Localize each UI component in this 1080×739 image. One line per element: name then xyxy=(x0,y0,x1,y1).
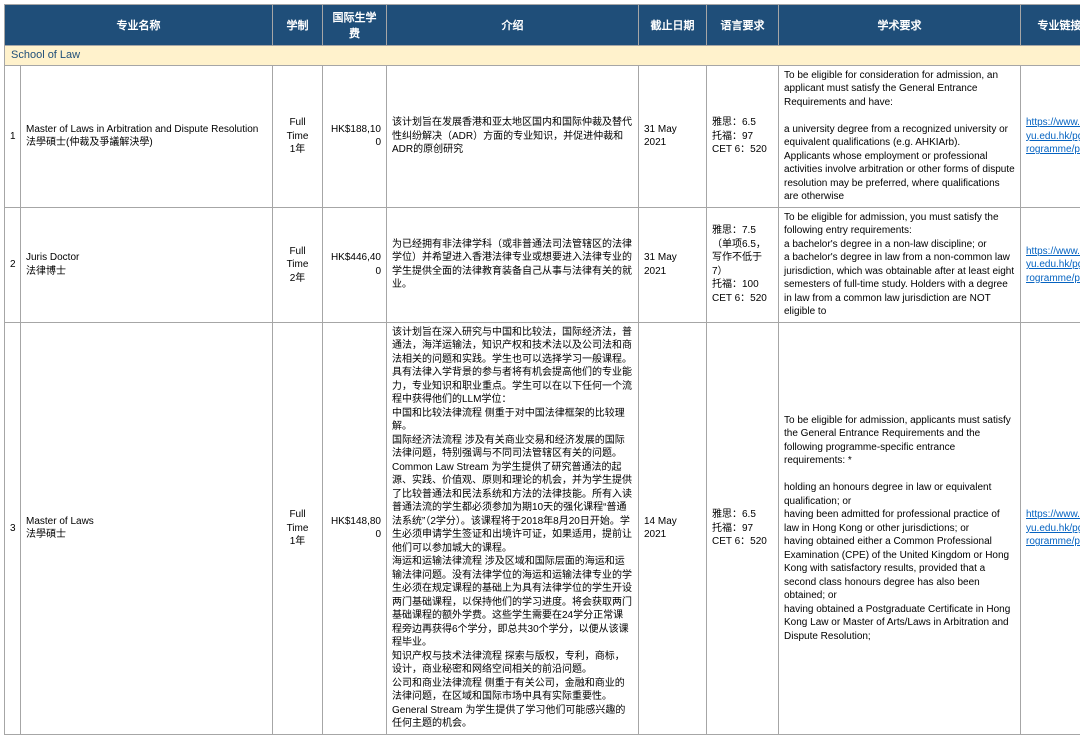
idx-cell: 1 xyxy=(5,65,21,207)
section-label: School of Law xyxy=(5,46,1080,66)
header-name: 专业名称 xyxy=(5,5,273,46)
name-cell: Juris Doctor 法律博士 xyxy=(21,207,273,322)
intro-cell: 为已经拥有非法律学科（或非普通法司法管辖区的法律学位）并希望进入香港法律专业或想… xyxy=(387,207,639,322)
programme-link[interactable]: https://www.cityu.edu.hk/pg/programme/p4… xyxy=(1026,246,1080,284)
link-cell: https://www.cityu.edu.hk/pg/programme/p4… xyxy=(1021,322,1080,734)
header-acad: 学术要求 xyxy=(779,5,1021,46)
idx-cell: 2 xyxy=(5,207,21,322)
table-row: 1Master of Laws in Arbitration and Dispu… xyxy=(5,65,1080,207)
table-row: 3Master of Laws 法學碩士Full Time 1年HK$148,8… xyxy=(5,322,1080,734)
programme-link[interactable]: https://www.cityu.edu.hk/pg/programme/p4… xyxy=(1026,509,1080,547)
header-lang: 语言要求 xyxy=(707,5,779,46)
lang-cell: 雅思：6.5 托福：97 CET 6：520 xyxy=(707,65,779,207)
acad-cell: To be eligible for consideration for adm… xyxy=(779,65,1021,207)
intro-cell: 该计划旨在深入研究与中国和比较法，国际经济法，普通法，海洋运输法，知识产权和技术… xyxy=(387,322,639,734)
header-deadline: 截止日期 xyxy=(639,5,707,46)
table-body: School of Law 1Master of Laws in Arbitra… xyxy=(5,46,1080,735)
lang-cell: 雅思：7.5（单项6.5，写作不低于7） 托福：100 CET 6：520 xyxy=(707,207,779,322)
deadline-cell: 14 May 2021 xyxy=(639,322,707,734)
intro-cell: 该计划旨在发展香港和亚太地区国内和国际仲裁及替代性纠纷解决（ADR）方面的专业知… xyxy=(387,65,639,207)
header-link: 专业链接 xyxy=(1021,5,1080,46)
lang-cell: 雅思：6.5 托福：97 CET 6：520 xyxy=(707,322,779,734)
name-cell: Master of Laws 法學碩士 xyxy=(21,322,273,734)
fee-cell: HK$148,800 xyxy=(323,322,387,734)
mode-cell: Full Time 2年 xyxy=(273,207,323,322)
deadline-cell: 31 May 2021 xyxy=(639,207,707,322)
link-cell: https://www.cityu.edu.hk/pg/programme/p4… xyxy=(1021,207,1080,322)
programme-link[interactable]: https://www.cityu.edu.hk/pg/programme/p4… xyxy=(1026,117,1080,155)
deadline-cell: 31 May 2021 xyxy=(639,65,707,207)
mode-cell: Full Time 1年 xyxy=(273,322,323,734)
idx-cell: 3 xyxy=(5,322,21,734)
acad-cell: To be eligible for admission, you must s… xyxy=(779,207,1021,322)
name-cell: Master of Laws in Arbitration and Disput… xyxy=(21,65,273,207)
fee-cell: HK$446,400 xyxy=(323,207,387,322)
fee-cell: HK$188,100 xyxy=(323,65,387,207)
header-fee: 国际生学费 xyxy=(323,5,387,46)
header-intro: 介绍 xyxy=(387,5,639,46)
mode-cell: Full Time 1年 xyxy=(273,65,323,207)
acad-cell: To be eligible for admission, applicants… xyxy=(779,322,1021,734)
header-mode: 学制 xyxy=(273,5,323,46)
table-header: 专业名称 学制 国际生学费 介绍 截止日期 语言要求 学术要求 专业链接 xyxy=(5,5,1080,46)
link-cell: https://www.cityu.edu.hk/pg/programme/p4… xyxy=(1021,65,1080,207)
table-row: 2Juris Doctor 法律博士Full Time 2年HK$446,400… xyxy=(5,207,1080,322)
section-row: School of Law xyxy=(5,46,1080,66)
law-programmes-table: 专业名称 学制 国际生学费 介绍 截止日期 语言要求 学术要求 专业链接 Sch… xyxy=(4,4,1080,735)
